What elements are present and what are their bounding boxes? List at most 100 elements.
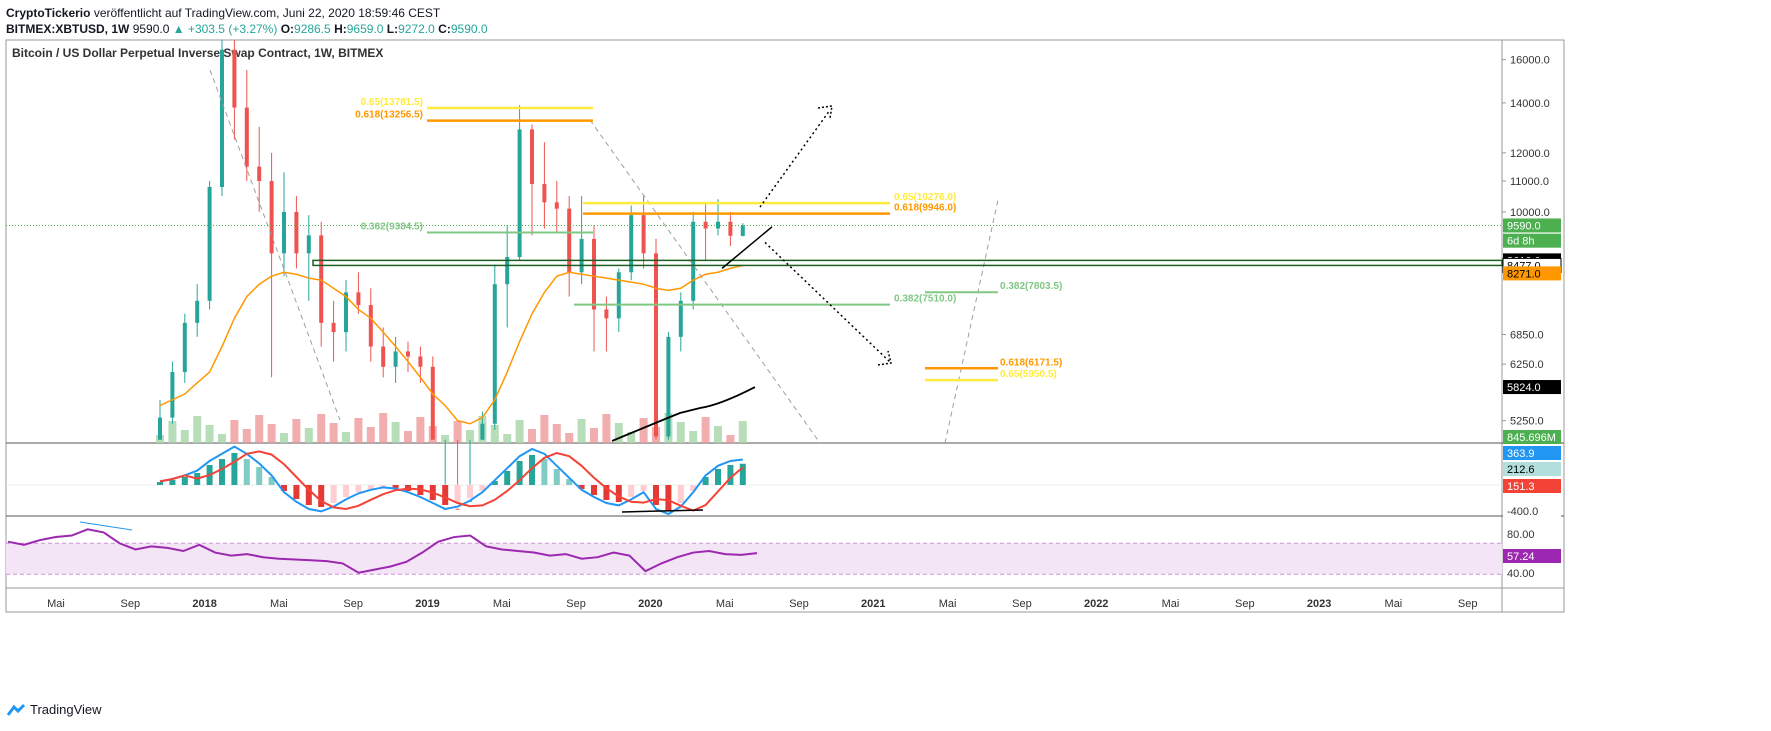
time-axis-label: Mai: [939, 598, 957, 610]
macd-histogram-bar: [640, 485, 647, 491]
price-tick-label: 6250.0: [1510, 359, 1544, 371]
candle-body: [244, 107, 249, 167]
macd-histogram-bar: [591, 485, 597, 495]
candle-body: [517, 129, 522, 258]
tradingview-logo[interactable]: TradingView: [6, 702, 102, 717]
volume-bar: [230, 420, 239, 443]
candle-body: [406, 351, 410, 357]
macd-signal-line: [159, 450, 744, 512]
close-label: C:: [438, 22, 451, 36]
volume-bar: [354, 418, 363, 443]
volume-bar: [565, 433, 574, 443]
volume-bar: [577, 419, 586, 443]
open-label: O:: [280, 22, 295, 36]
volume-bar: [205, 425, 214, 443]
rsi-axis-badge: [1503, 566, 1561, 580]
high-label: H:: [334, 22, 347, 36]
volume-bar: [168, 421, 177, 443]
candle-body: [505, 257, 510, 285]
macd-axis-badge: [1503, 446, 1561, 460]
brand-name: TradingView: [30, 702, 102, 717]
rsi-axis-badge: [1503, 549, 1561, 563]
candle-body: [654, 253, 658, 437]
macd-histogram-bar: [454, 485, 461, 503]
macd-histogram-bar: [553, 469, 560, 485]
candle-body: [294, 211, 299, 254]
time-axis-label: 2018: [192, 598, 216, 610]
volume-bar: [738, 421, 747, 443]
macd-histogram-bar: [305, 485, 312, 505]
candle-body: [691, 221, 696, 301]
macd-histogram-bar: [281, 485, 287, 491]
rsi-axis-badge-label: 40.00: [1507, 568, 1535, 580]
price-tick-label: 14000.0: [1510, 98, 1550, 110]
volume-bar: [404, 431, 412, 443]
trend-line-black: [721, 226, 773, 269]
candle-body: [257, 166, 262, 182]
chart-title: Bitcoin / US Dollar Perpetual Inverse Sw…: [12, 46, 383, 60]
fib-level-label: 0.65(13781.5): [361, 97, 423, 108]
last-price: 9590.0: [132, 22, 170, 36]
volume-bar: [490, 425, 499, 443]
macd-histogram-bar: [392, 485, 399, 488]
candle-body: [269, 181, 274, 254]
price-axis-badge: [1503, 430, 1561, 444]
candle-body: [678, 300, 683, 337]
macd-axis-badge-label: 363.9: [1507, 448, 1535, 460]
symbol[interactable]: BITMEX:XBTUSD, 1W: [6, 22, 130, 36]
support-zone: [312, 259, 1503, 267]
price-axis-badge: [1503, 266, 1561, 281]
time-axis-label: Sep: [343, 598, 363, 610]
publisher-name[interactable]: CryptoTickerio: [6, 6, 91, 20]
candle-body: [170, 372, 175, 418]
volume-bar: [304, 428, 313, 443]
candle-body: [393, 351, 398, 367]
macd-histogram-bar: [541, 459, 548, 485]
candle-body: [306, 235, 311, 254]
fib-level-label: 0.618(9946.0): [894, 203, 956, 214]
fib-level-label: 0.382(7803.5): [1000, 281, 1062, 292]
macd-histogram-bar: [677, 485, 684, 503]
volume-bar: [503, 434, 512, 443]
fib-level-label: 0.618(6171.5): [1000, 357, 1062, 368]
fib-level-label: 0.382(9384.5): [361, 221, 423, 232]
macd-histogram-bar: [219, 459, 225, 485]
macd-axis-badge: [1503, 504, 1561, 518]
macd-histogram-bar: [491, 481, 498, 485]
macd-axis-badge: [1503, 479, 1561, 493]
time-axis-label: 2021: [861, 598, 885, 610]
candle-body: [331, 322, 336, 333]
price-axis-badge: [1503, 218, 1561, 233]
volume-bar: [180, 430, 189, 443]
rsi-axis-badge-label: 80.00: [1507, 529, 1535, 541]
moving-average-line: [159, 264, 743, 425]
chart-frame: [5, 39, 1565, 613]
macd-histogram-bar: [293, 485, 300, 499]
time-axis-label: 2019: [415, 598, 439, 610]
volume-bar: [366, 427, 375, 443]
macd-histogram-bar: [268, 477, 275, 485]
candle-body: [319, 235, 324, 323]
candle-body: [641, 215, 646, 254]
price-tick-label: 11000.0: [1510, 176, 1549, 188]
volume-bar: [689, 431, 698, 443]
macd-line: [159, 445, 743, 516]
volume-bar: [627, 432, 636, 443]
candle-body: [592, 238, 596, 310]
macd-histogram-bar: [467, 485, 473, 498]
volume-bar: [255, 415, 264, 443]
volume-bar: [614, 423, 623, 443]
open-value: 9286.5: [294, 22, 331, 36]
rsi-axis-badge: [1503, 527, 1561, 541]
macd-histogram-bar: [566, 479, 573, 485]
rsi-band: [6, 543, 1502, 575]
time-axis-label: Mai: [1385, 598, 1403, 610]
volume-bar: [540, 415, 549, 443]
price-axis-badge: [1503, 233, 1561, 248]
candle-body: [616, 272, 621, 319]
macd-histogram-bar: [504, 471, 511, 485]
candle-body: [158, 417, 162, 440]
time-axis-label: Sep: [1235, 598, 1255, 610]
volume-bar: [416, 417, 425, 443]
